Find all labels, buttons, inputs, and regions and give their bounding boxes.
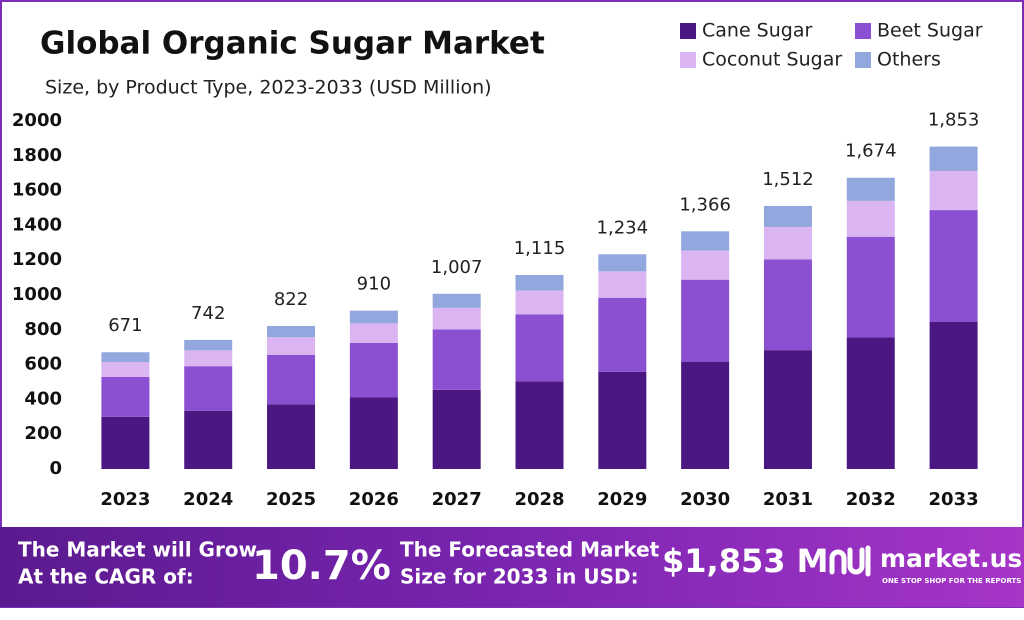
bar-segment <box>432 329 481 390</box>
total-label: 671 <box>108 315 142 336</box>
total-label: 1,007 <box>431 257 483 278</box>
bar-segment <box>929 321 978 469</box>
y-tick-label: 1200 <box>12 249 62 270</box>
x-tick-label: 2032 <box>846 489 896 510</box>
y-tick-label: 1800 <box>12 145 62 166</box>
chart-title: Global Organic Sugar Market <box>40 26 545 62</box>
y-tick-label: 2000 <box>12 110 62 131</box>
y-tick-label: 800 <box>24 319 62 340</box>
bar-segment <box>349 397 398 469</box>
bar-segment <box>598 271 647 298</box>
bar-segment <box>267 404 316 469</box>
bar-segment <box>184 339 233 351</box>
bar-segment <box>432 307 481 330</box>
bar-segment <box>349 323 398 343</box>
x-tick-label: 2025 <box>266 489 316 510</box>
x-tick-label: 2027 <box>432 489 482 510</box>
cagr-text: At the CAGR of: <box>18 565 194 589</box>
bar-segment <box>184 350 233 367</box>
cagr-text: The Market will Grow <box>18 538 257 562</box>
brand-logo <box>829 545 871 577</box>
brand: market.us <box>880 544 1022 573</box>
bar-segment <box>184 366 233 411</box>
bar-segment <box>267 354 316 405</box>
x-tick-label: 2033 <box>929 489 979 510</box>
bar-segment <box>846 236 895 338</box>
y-tick-label: 200 <box>24 423 62 444</box>
y-tick-label: 1600 <box>12 180 62 201</box>
legend-swatch <box>855 52 871 68</box>
bar-segment <box>432 293 481 308</box>
x-tick-label: 2031 <box>763 489 813 510</box>
bar-segment <box>515 381 564 469</box>
total-label: 1,234 <box>597 217 649 238</box>
bar-segment <box>598 297 647 372</box>
bar-segment <box>929 146 978 171</box>
total-label: 1,512 <box>762 169 814 190</box>
total-label: 910 <box>357 274 391 295</box>
y-tick-label: 400 <box>24 388 62 409</box>
bar-segment <box>681 279 730 362</box>
forecast-text: Size for 2033 in USD: <box>400 565 639 589</box>
legend-label: Beet Sugar <box>877 20 983 42</box>
legend-swatch <box>680 23 696 39</box>
x-tick-label: 2029 <box>597 489 647 510</box>
bar-segment <box>929 170 978 211</box>
y-tick-label: 0 <box>49 458 62 479</box>
bar-segment <box>267 337 316 355</box>
legend-swatch <box>680 52 696 68</box>
bar-segment <box>763 205 812 227</box>
bar-segment <box>515 274 564 291</box>
bar-segment <box>598 254 647 272</box>
bar-segment <box>846 177 895 201</box>
legend-swatch <box>855 23 871 39</box>
total-label: 1,115 <box>514 238 566 259</box>
total-label: 1,674 <box>845 141 897 162</box>
bar-segment <box>763 259 812 351</box>
y-tick-label: 1000 <box>12 284 62 305</box>
bar-segment <box>846 337 895 469</box>
bar-segment <box>184 410 233 469</box>
y-tick-label: 1400 <box>12 214 62 235</box>
forecast-value: $1,853 M <box>662 542 828 580</box>
bar-segment <box>763 226 812 260</box>
total-label: 1,853 <box>928 110 980 131</box>
x-tick-label: 2030 <box>680 489 730 510</box>
x-tick-label: 2023 <box>100 489 150 510</box>
bar-segment <box>763 350 812 469</box>
bar-segment <box>101 361 150 377</box>
chart-subtitle: Size, by Product Type, 2023-2033 (USD Mi… <box>45 77 492 99</box>
bar-segment <box>929 210 978 322</box>
bar-segment <box>267 325 316 338</box>
x-tick-label: 2024 <box>183 489 233 510</box>
bar-segment <box>681 231 730 251</box>
bar-segment <box>349 342 398 398</box>
bar-segment <box>432 389 481 469</box>
bar-segment <box>515 290 564 315</box>
total-label: 742 <box>191 303 225 324</box>
bar-segment <box>101 376 150 417</box>
cagr-value: 10.7% <box>252 543 391 589</box>
bar-segment <box>846 200 895 237</box>
x-tick-label: 2026 <box>349 489 399 510</box>
total-label: 822 <box>274 289 308 310</box>
bar-segment <box>515 314 564 382</box>
bar-segment <box>681 250 730 280</box>
bar-segment <box>681 361 730 469</box>
x-tick-label: 2028 <box>514 489 564 510</box>
y-tick-label: 600 <box>24 354 62 375</box>
total-label: 1,366 <box>679 194 731 215</box>
brand-tagline: ONE STOP SHOP FOR THE REPORTS <box>882 577 1021 585</box>
forecast-text: The Forecasted Market <box>400 538 660 562</box>
legend-label: Others <box>877 49 941 71</box>
legend-label: Coconut Sugar <box>702 49 842 71</box>
footer-band <box>0 527 1024 607</box>
legend-label: Cane Sugar <box>702 20 812 42</box>
bar-segment <box>349 310 398 324</box>
bar-segment <box>598 371 647 469</box>
bar-segment <box>101 416 150 469</box>
bar-segment <box>101 352 150 362</box>
